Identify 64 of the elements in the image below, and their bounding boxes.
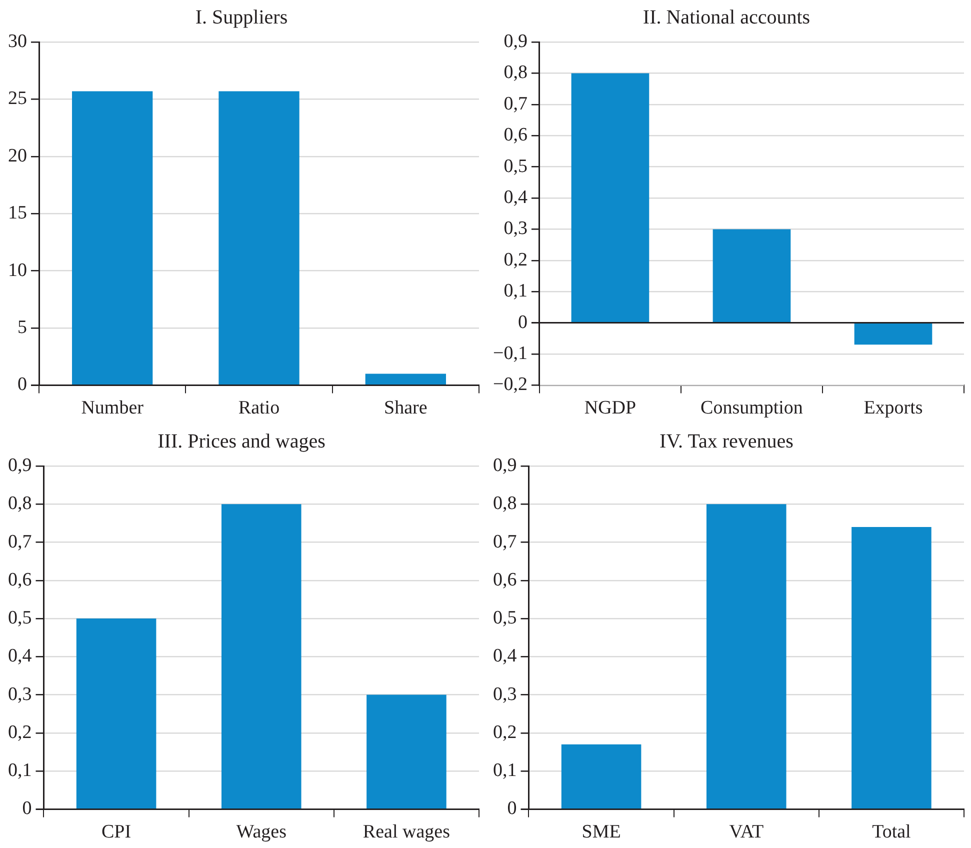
y-tick-label: 0,4 [493,646,518,667]
y-tick-label: 0,3 [493,684,517,705]
y-tick-label: 30 [8,30,27,52]
bar [571,73,650,322]
y-tick-label: 0,5 [8,608,32,629]
y-tick-label: −0,2 [492,374,528,396]
y-tick-label: 0 [18,374,27,396]
bar [366,694,446,808]
x-tick-label: VAT [729,822,764,843]
x-tick-label: Consumption [700,398,804,419]
y-tick-label: 10 [8,260,27,281]
y-tick-label: 0,5 [504,156,528,177]
y-tick-label: 0,2 [504,249,528,270]
y-tick-label: 0,6 [8,569,32,590]
y-tick-label: 0 [507,798,517,820]
x-tick-label: SME [582,822,621,843]
chart-title: II. National accounts [642,6,810,28]
x-tick-label: Total [872,822,911,843]
y-tick-label: 0,6 [493,569,517,590]
y-tick-label: 0,8 [493,493,517,514]
y-tick-label: 20 [8,145,27,166]
bar [76,618,156,808]
bar [561,744,642,808]
x-tick-label: Exports [864,398,923,419]
bar [852,527,932,808]
y-tick-label: 0,2 [493,722,517,743]
y-tick-label: −0,1 [492,342,528,364]
y-tick-label: 0,8 [504,62,528,84]
y-tick-label: 0,3 [504,218,528,240]
x-tick-label: Wages [236,822,286,843]
x-tick-label: Ratio [238,398,280,419]
x-tick-label: CPI [102,822,132,843]
y-tick-label: 0,2 [8,722,32,743]
x-tick-label: Real wages [362,822,450,843]
y-tick-label: 0,1 [493,760,517,782]
chart-title: III. Prices and wages [158,430,326,452]
y-tick-label: 0,8 [8,493,32,514]
bar [706,504,786,808]
y-tick-label: 0,9 [504,30,528,52]
y-tick-label: 0,1 [8,760,32,782]
y-tick-label: 0,6 [504,124,528,146]
y-tick-label: 0,7 [504,93,528,114]
y-tick-label: 15 [8,202,27,224]
x-tick-label: Share [384,398,428,419]
bar [854,324,932,345]
y-tick-label: 0,7 [493,531,517,552]
x-tick-label: NGDP [584,398,636,419]
y-tick-label: 0,7 [8,531,32,552]
y-tick-label: 0 [518,312,528,333]
y-tick-label: 0,9 [8,454,32,476]
bar [221,504,302,808]
y-tick-label: 5 [18,316,27,338]
y-tick-label: 25 [8,88,27,110]
chart-title: IV. Tax revenues [660,430,794,452]
x-tick-label: Number [81,398,144,419]
y-tick-label: 0,3 [8,684,32,705]
y-tick-label: 0,1 [504,280,528,302]
bar [712,229,791,322]
y-tick-label: 0,4 [504,186,528,208]
y-tick-label: 0 [22,798,32,820]
y-tick-label: 0,9 [493,454,517,476]
y-tick-label: 0,4 [8,646,32,667]
y-tick-label: 0,5 [493,608,517,629]
chart-title: I. Suppliers [195,6,288,28]
